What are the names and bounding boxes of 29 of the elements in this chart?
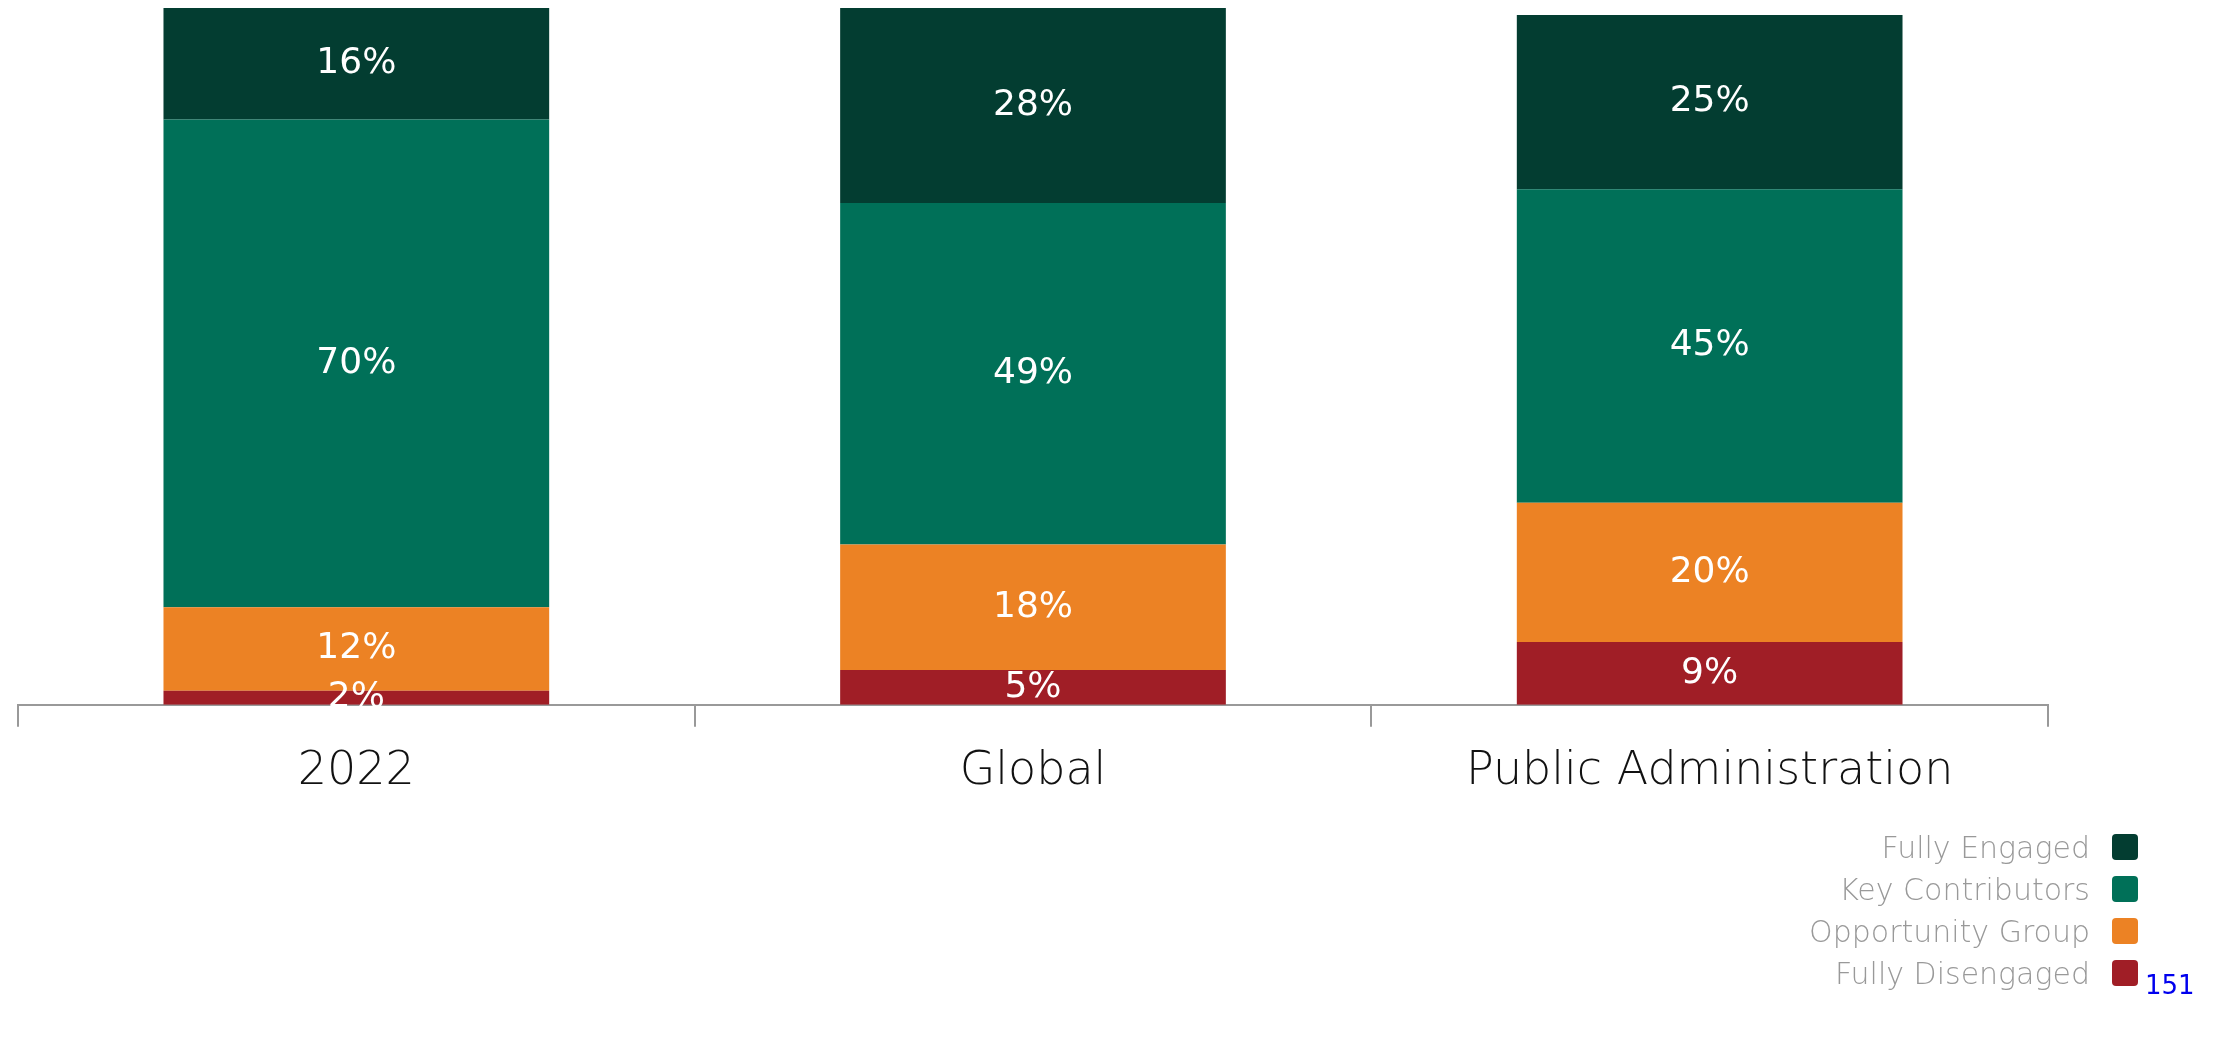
data-label: 18% (992, 583, 1074, 625)
bar (163, 8, 550, 120)
data-label: 5% (1004, 663, 1062, 705)
legend-label: Fully Disengaged (1834, 955, 2090, 991)
data-label: 9% (1681, 649, 1739, 691)
legend-label: Opportunity Group (1809, 913, 2090, 949)
data-label: 20% (1669, 548, 1750, 590)
bar (1516, 14, 1903, 190)
bar (163, 119, 550, 608)
data-label: 25% (1669, 78, 1750, 120)
data-label: 28% (992, 81, 1074, 123)
x-tick-label: Global (959, 741, 1107, 796)
data-label: 49% (992, 350, 1074, 392)
legend-label: Key Contributors (1839, 871, 2090, 907)
bar (1516, 642, 1903, 705)
data-label: 70% (316, 339, 397, 381)
bar (1516, 502, 1903, 643)
text: 151 (2145, 970, 2195, 1000)
bar (840, 669, 1226, 705)
data-label: 16% (316, 40, 397, 82)
bar (840, 203, 1226, 545)
x-tick-label: Public Administration (1465, 741, 1954, 796)
bar (840, 544, 1226, 670)
x-tick-label: 2022 (297, 741, 415, 796)
bar (840, 8, 1226, 204)
data-label: 12% (316, 625, 397, 667)
data-label: 45% (1669, 322, 1750, 364)
bar (1516, 189, 1903, 503)
legend-label: Fully Engaged (1881, 829, 2090, 865)
